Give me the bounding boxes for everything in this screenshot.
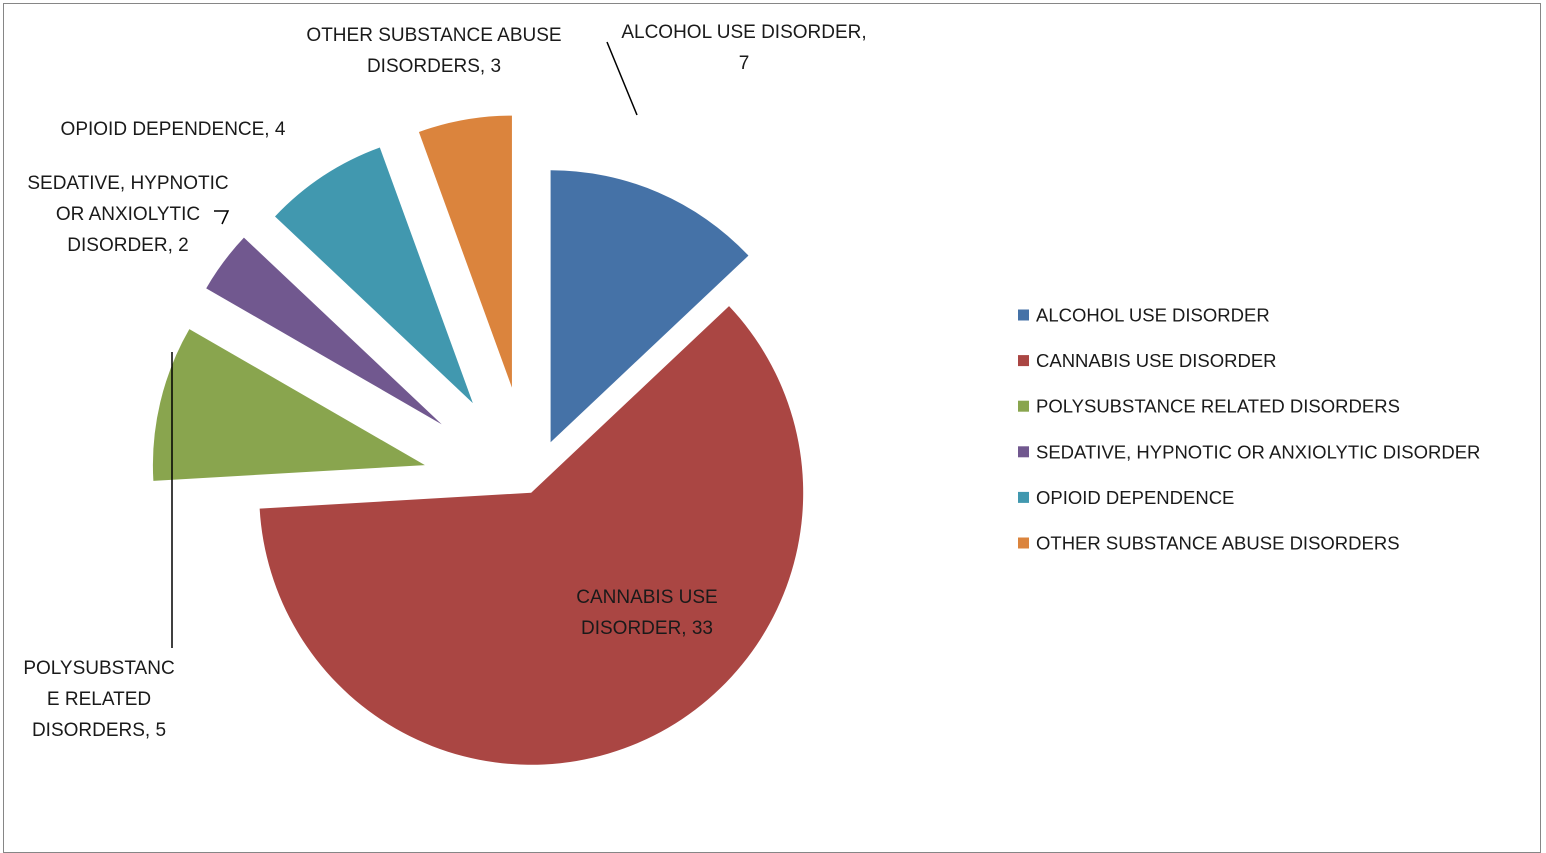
data-label-cannabis-use-disorder: CANNABIS USE DISORDER, 33: [576, 587, 717, 639]
data-label-polysubstance-related-disorders: POLYSUBSTANC E RELATED DISORDERS, 5: [23, 658, 174, 741]
legend-label-alcohol-use-disorder: ALCOHOL USE DISORDER: [1036, 305, 1270, 326]
leader-line-alcohol-use-disorder: [606, 41, 638, 116]
legend-swatch-opioid-dependence: [1018, 491, 1029, 503]
pie-slices: [152, 115, 804, 765]
slice-labels: ALCOHOL USE DISORDER, 7 CANNABIS USE DISORD…: [23, 22, 866, 741]
pie-slice-alcohol-use-disorder: [550, 170, 749, 443]
pie-slice-cannabis-use-disorder: [259, 306, 804, 765]
legend-label-polysubstance-related-disorders: POLYSUBSTANCE RELATED DISORDERS: [1036, 396, 1400, 417]
legend-swatch-polysubstance-related-disorders: [1018, 400, 1029, 412]
legend-swatch-sedative-hypnotic-or-anxiolytic-disorder: [1018, 446, 1029, 458]
data-label-opioid-dependence: OPIOID DEPENDENCE, 4: [61, 119, 286, 140]
pie-slice-polysubstance-related-disorders: [152, 329, 425, 481]
leader-line-sedative-hypnotic-or-anxiolytic-disorder: [214, 210, 230, 225]
legend-label-cannabis-use-disorder: CANNABIS USE DISORDER: [1036, 350, 1277, 371]
leader-lines: [171, 41, 638, 648]
pie-slice-opioid-dependence: [275, 147, 473, 404]
legend-label-other-substance-abuse-disorders: OTHER SUBSTANCE ABUSE DISORDERS: [1036, 533, 1400, 554]
legend-label-sedative-hypnotic-or-anxiolytic-disorder: SEDATIVE, HYPNOTIC OR ANXIOLYTIC DISORDE…: [1036, 441, 1480, 462]
legend-swatch-cannabis-use-disorder: [1018, 355, 1029, 367]
legend-label-opioid-dependence: OPIOID DEPENDENCE: [1036, 487, 1234, 508]
legend: ALCOHOL USE DISORDER CANNABIS USE DISORDE…: [1018, 305, 1480, 554]
data-label-sedative-hypnotic-or-anxiolytic-disorder: SEDATIVE, HYPNOTIC OR ANXIOLYTIC DISORDER,…: [27, 173, 228, 256]
data-label-alcohol-use-disorder: ALCOHOL USE DISORDER, 7: [621, 22, 866, 74]
legend-swatch-other-substance-abuse-disorders: [1018, 537, 1029, 549]
legend-swatch-alcohol-use-disorder: [1018, 309, 1029, 321]
data-label-other-substance-abuse-disorders: OTHER SUBSTANCE ABUSE DISORDERS, 3: [306, 25, 561, 77]
pie-slice-sedative-hypnotic-or-anxiolytic-disorder: [206, 237, 442, 425]
pie-slice-other-substance-abuse-disorders: [418, 115, 512, 388]
